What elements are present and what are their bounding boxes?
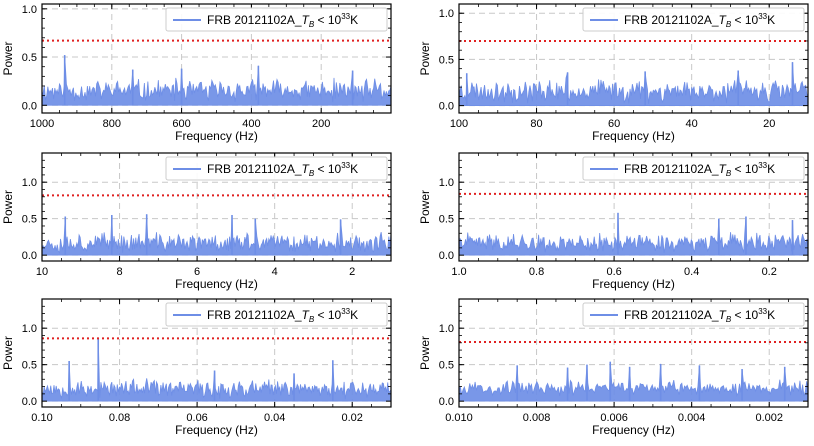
x-tick-label: 40 bbox=[686, 118, 698, 130]
x-tick-label: 400 bbox=[242, 118, 260, 130]
legend-box bbox=[582, 302, 805, 327]
panel-5: 0.10 0.08 0.06 0.04 0.02 0.0 0.5 1.0 Frequency (… bbox=[1, 298, 392, 437]
legend-box bbox=[165, 302, 388, 327]
y-tick-label: 1.0 bbox=[439, 323, 454, 335]
y-tick-label: 1.0 bbox=[22, 4, 37, 16]
x-tick-label: 10 bbox=[36, 266, 48, 278]
y-tick-label: 0.0 bbox=[22, 100, 37, 112]
y-axis-label: Power bbox=[418, 190, 432, 224]
x-tick-label: 60 bbox=[608, 118, 620, 130]
y-axis-label: Power bbox=[1, 336, 15, 370]
y-tick-label: 1.0 bbox=[22, 323, 37, 335]
x-tick-label: 800 bbox=[103, 118, 121, 130]
x-axis-label: Frequency (Hz) bbox=[592, 129, 675, 143]
panel-2: 100 80 60 40 20 0.0 0.5 1.0 Frequency (Hz) Power F… bbox=[418, 3, 809, 143]
x-tick-label: 4 bbox=[272, 266, 278, 278]
x-axis-label: Frequency (Hz) bbox=[592, 277, 675, 291]
x-tick-label: 0.4 bbox=[684, 266, 699, 278]
y-axis-label: Power bbox=[418, 336, 432, 370]
legend: FRB 20121102A_TB < 1033K bbox=[582, 7, 805, 32]
x-tick-label: 100 bbox=[450, 118, 468, 130]
legend-label: FRB 20121102A_TB < 1033K bbox=[624, 161, 775, 178]
x-axis-label: Frequency (Hz) bbox=[175, 423, 258, 437]
x-tick-label: 0.010 bbox=[445, 412, 473, 424]
legend-box bbox=[165, 7, 388, 32]
y-axis-label: Power bbox=[1, 41, 15, 75]
x-tick-label: 2 bbox=[349, 266, 355, 278]
y-axis-label: Power bbox=[418, 41, 432, 75]
y-tick-label: 0.0 bbox=[439, 101, 454, 113]
y-tick-label: 0.0 bbox=[439, 250, 454, 262]
power-series bbox=[459, 212, 808, 256]
legend-label: FRB 20121102A_TB < 1033K bbox=[207, 161, 358, 178]
x-tick-label: 0.004 bbox=[678, 412, 706, 424]
legend: FRB 20121102A_TB < 1033K bbox=[165, 302, 388, 327]
x-tick-label: 0.008 bbox=[523, 412, 551, 424]
x-tick-label: 0.8 bbox=[529, 266, 544, 278]
x-tick-label: 600 bbox=[172, 118, 190, 130]
y-tick-label: 1.0 bbox=[439, 177, 454, 189]
y-tick-label: 1.0 bbox=[439, 8, 454, 20]
legend-label: FRB 20121102A_TB < 1033K bbox=[624, 307, 775, 324]
y-tick-label: 0.5 bbox=[22, 52, 37, 64]
y-tick-label: 0.5 bbox=[22, 360, 37, 372]
panel-3: 10 8 6 4 2 0.0 0.5 1.0 Frequency (Hz) Power FRB 20… bbox=[1, 152, 392, 291]
power-series bbox=[459, 361, 808, 402]
x-tick-label: 0.002 bbox=[755, 412, 783, 424]
legend: FRB 20121102A_TB < 1033K bbox=[165, 7, 388, 32]
x-tick-label: 0.02 bbox=[342, 412, 363, 424]
legend-box bbox=[582, 7, 805, 32]
x-axis-label: Frequency (Hz) bbox=[175, 277, 258, 291]
power-series bbox=[42, 337, 391, 402]
x-tick-label: 200 bbox=[312, 118, 330, 130]
legend-label: FRB 20121102A_TB < 1033K bbox=[207, 307, 358, 324]
x-tick-label: 20 bbox=[763, 118, 775, 130]
y-tick-label: 0.0 bbox=[439, 396, 454, 408]
y-tick-label: 0.5 bbox=[22, 214, 37, 226]
x-tick-label: 0.6 bbox=[606, 266, 621, 278]
x-tick-label: 0.006 bbox=[600, 412, 628, 424]
x-tick-label: 0.10 bbox=[31, 412, 52, 424]
legend-box bbox=[165, 156, 388, 181]
power-series bbox=[42, 214, 391, 256]
x-tick-label: 0.08 bbox=[109, 412, 130, 424]
power-series bbox=[459, 62, 808, 107]
legend-box bbox=[582, 156, 805, 181]
x-tick-label: 6 bbox=[194, 266, 200, 278]
x-tick-label: 1000 bbox=[30, 118, 54, 130]
x-tick-label: 1.0 bbox=[451, 266, 466, 278]
y-tick-label: 1.0 bbox=[22, 177, 37, 189]
legend-label: FRB 20121102A_TB < 1033K bbox=[624, 12, 775, 29]
y-tick-label: 0.0 bbox=[22, 250, 37, 262]
x-axis-label: Frequency (Hz) bbox=[175, 129, 258, 143]
panel-4: 1.0 0.8 0.6 0.4 0.2 0.0 0.5 1.0 Frequency (Hz) Po… bbox=[418, 152, 809, 291]
legend: FRB 20121102A_TB < 1033K bbox=[165, 156, 388, 181]
x-tick-label: 0.2 bbox=[762, 266, 777, 278]
y-tick-label: 0.5 bbox=[439, 214, 454, 226]
legend: FRB 20121102A_TB < 1033K bbox=[582, 156, 805, 181]
panel-1: 1000 800 600 400 200 0.0 0.5 1.0 Frequency (Hz) P… bbox=[1, 3, 392, 143]
x-tick-label: 0.04 bbox=[264, 412, 285, 424]
legend-label: FRB 20121102A_TB < 1033K bbox=[207, 12, 358, 29]
x-axis-label: Frequency (Hz) bbox=[592, 423, 675, 437]
legend: FRB 20121102A_TB < 1033K bbox=[582, 302, 805, 327]
y-tick-label: 0.0 bbox=[22, 396, 37, 408]
x-tick-label: 0.06 bbox=[186, 412, 207, 424]
y-tick-label: 0.5 bbox=[439, 360, 454, 372]
y-tick-label: 0.5 bbox=[439, 54, 454, 66]
y-axis-label: Power bbox=[1, 190, 15, 224]
panel-6: 0.010 0.008 0.006 0.004 0.002 0.0 0.5 1.0 Freque… bbox=[418, 298, 809, 437]
x-tick-label: 80 bbox=[530, 118, 542, 130]
x-tick-label: 8 bbox=[116, 266, 122, 278]
power-series bbox=[42, 55, 391, 106]
